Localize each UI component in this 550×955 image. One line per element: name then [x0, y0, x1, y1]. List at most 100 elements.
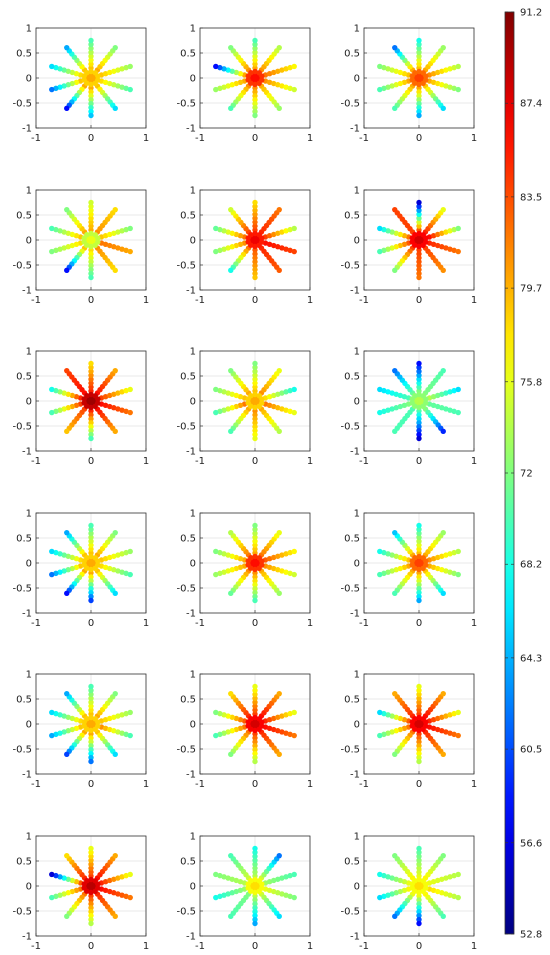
data-point: [252, 398, 258, 404]
data-point: [252, 901, 258, 907]
data-point: [381, 710, 387, 717]
data-point: [443, 568, 449, 574]
data-point: [420, 70, 426, 76]
data-point: [88, 869, 94, 875]
data-point: [389, 67, 395, 73]
data-point: [49, 248, 55, 255]
data-point: [266, 232, 273, 239]
data-point: [287, 247, 293, 254]
data-point: [276, 913, 282, 920]
data-point: [252, 112, 258, 119]
data-point: [233, 231, 240, 238]
data-point: [275, 82, 281, 88]
data-point: [252, 416, 258, 422]
data-point: [88, 721, 94, 727]
data-point: [106, 231, 113, 238]
data-point: [95, 723, 101, 729]
data-point: [434, 726, 441, 733]
colorbar-tick-label: 79.7: [520, 284, 542, 295]
y-tick-label: 0: [190, 74, 196, 85]
data-point: [252, 255, 258, 261]
data-point: [252, 916, 258, 923]
y-tick-label: -0.5: [12, 99, 32, 110]
data-point: [221, 712, 227, 718]
data-point: [225, 713, 231, 719]
data-point: [88, 75, 94, 81]
data-point: [217, 85, 223, 92]
data-point: [389, 552, 395, 558]
data-point: [252, 909, 258, 915]
data-point: [61, 67, 67, 73]
data-point: [123, 893, 129, 900]
data-point: [252, 553, 258, 560]
data-point: [392, 105, 398, 112]
data-point: [434, 80, 441, 87]
data-point: [228, 428, 234, 435]
data-point: [88, 845, 94, 852]
data-point: [88, 901, 94, 907]
data-point: [381, 549, 387, 556]
data-point: [88, 81, 94, 88]
data-point: [102, 241, 109, 248]
data-point: [401, 716, 408, 723]
data-point: [217, 226, 223, 233]
data-point: [416, 758, 422, 765]
data-point: [409, 558, 415, 564]
data-point: [57, 712, 63, 718]
subplot-14: -1 0 1 -1 -0.5 0 0.5 1: [176, 670, 313, 791]
colorbar-tick-label: 56.6: [520, 838, 542, 849]
data-point: [88, 530, 94, 537]
data-point: [416, 75, 422, 81]
data-point: [252, 237, 258, 243]
data-point: [416, 203, 422, 210]
data-point: [416, 45, 422, 52]
data-point: [73, 887, 80, 894]
data-point: [256, 70, 262, 76]
y-tick-label: -1: [22, 609, 32, 620]
data-point: [229, 405, 235, 411]
data-point: [401, 878, 408, 885]
data-point: [291, 548, 297, 555]
data-point: [127, 409, 133, 416]
y-tick-label: -0.5: [12, 261, 32, 272]
data-point: [88, 865, 94, 871]
data-point: [69, 392, 76, 399]
data-point: [389, 891, 395, 897]
data-point: [416, 68, 422, 75]
data-point: [266, 79, 273, 86]
data-point: [49, 571, 55, 578]
data-point: [61, 552, 67, 558]
data-point: [225, 406, 231, 412]
data-point: [57, 228, 63, 234]
data-point: [385, 569, 391, 575]
data-point: [123, 710, 129, 717]
data-point: [393, 391, 399, 397]
data-point: [221, 730, 227, 736]
data-point: [221, 407, 227, 413]
data-point: [88, 37, 94, 44]
data-point: [53, 731, 59, 738]
data-point: [53, 64, 59, 71]
y-tick-label: 0.5: [180, 695, 196, 706]
subplot-1: -1 0 1 -1 -0.5 0 0.5 1: [12, 24, 149, 145]
data-point: [252, 53, 258, 59]
data-point: [447, 569, 453, 575]
data-point: [389, 568, 395, 574]
subplot-15: -1 0 1 -1 -0.5 0 0.5 1: [340, 670, 477, 791]
data-point: [119, 730, 125, 736]
data-point: [279, 713, 285, 719]
y-tick-label: 1: [190, 24, 196, 35]
subplot-18: -1 0 1 -1 -0.5 0 0.5 1: [340, 832, 477, 953]
data-point: [397, 69, 404, 76]
data-point: [88, 578, 94, 584]
data-point: [416, 912, 422, 919]
data-point: [252, 754, 258, 761]
data-point: [69, 231, 76, 238]
data-point: [416, 574, 422, 580]
data-point: [88, 586, 94, 592]
data-point: [123, 387, 129, 394]
y-tick-label: -0.5: [340, 745, 360, 756]
x-tick-label: 1: [307, 133, 313, 144]
data-point: [229, 82, 235, 88]
data-point: [88, 368, 94, 375]
